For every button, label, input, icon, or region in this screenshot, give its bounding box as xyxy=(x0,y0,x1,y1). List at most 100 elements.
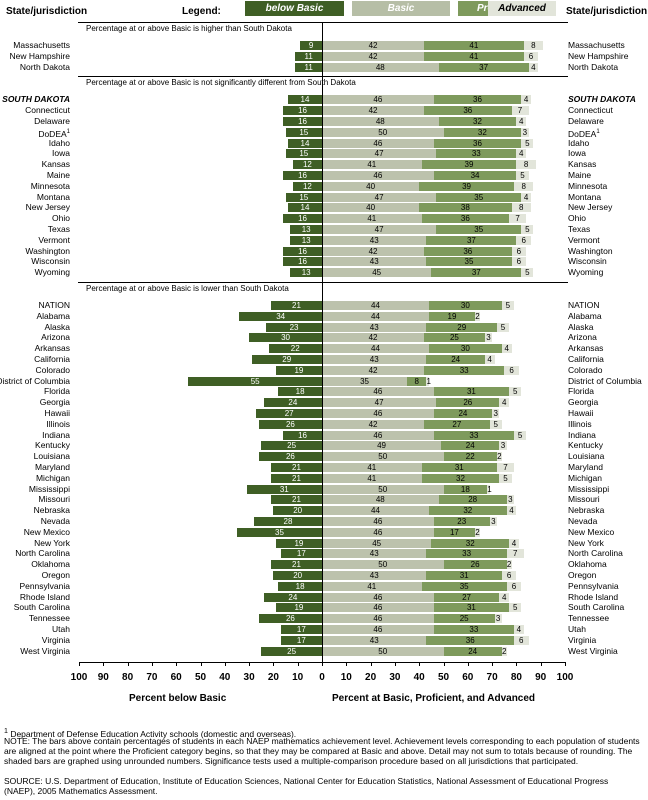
bar-basic: 42 xyxy=(322,365,425,375)
bar-proficient: 17 xyxy=(433,527,476,537)
bar-advanced: 5 xyxy=(496,322,510,332)
state-label-left: West Virginia xyxy=(20,645,70,656)
state-label-right: NATION xyxy=(568,300,600,310)
state-label-right: Iowa xyxy=(568,148,586,159)
bar-below-basic: 14 xyxy=(287,138,322,148)
bar-proficient: 8 xyxy=(407,376,427,386)
bar-advanced: 6 xyxy=(516,235,531,245)
state-label-left: Utah xyxy=(52,624,70,634)
state-label-right: Mississippi xyxy=(568,483,610,494)
bar-basic: 43 xyxy=(322,571,427,580)
bar-proficient: 36 xyxy=(433,95,522,105)
bar-basic: 46 xyxy=(322,527,434,537)
bar-below-basic: 23 xyxy=(266,322,322,332)
legend-advanced-box: Advanced xyxy=(488,1,556,16)
bar-proficient: 31 xyxy=(421,463,497,472)
bar-basic: 43 xyxy=(322,322,427,332)
state-label-left: North Dakota xyxy=(19,61,70,72)
bar-proficient: 33 xyxy=(426,549,507,559)
bar-basic: 42 xyxy=(322,333,425,343)
state-label-right: Washington xyxy=(568,245,613,256)
bar-advanced: 3 xyxy=(484,333,493,343)
bar-advanced: 7 xyxy=(509,214,527,224)
state-label-left: New Jersey xyxy=(25,202,70,213)
bar-below-basic: 26 xyxy=(258,452,322,462)
state-label-right: Ohio xyxy=(568,213,586,224)
state-label-left: Hawaii xyxy=(44,408,70,418)
bar-below-basic: 16 xyxy=(283,257,322,267)
bar-proficient: 19 xyxy=(428,311,476,321)
bar-basic: 42 xyxy=(322,41,425,50)
x-tick-mark xyxy=(419,662,421,666)
state-label-left: New Mexico xyxy=(23,526,70,537)
state-label-right: Nebraska xyxy=(568,505,605,516)
bar-proficient: 24 xyxy=(441,441,500,451)
state-label-right: Idaho xyxy=(568,137,590,148)
state-label-right: Delaware xyxy=(568,116,604,126)
bar-advanced: 8 xyxy=(513,181,534,191)
bar-advanced: 2 xyxy=(475,311,480,321)
x-tick-mark xyxy=(127,662,129,666)
state-label-left: SOUTH DAKOTA xyxy=(2,94,70,105)
bar-below-basic: 13 xyxy=(290,268,322,278)
x-tick-mark xyxy=(540,662,542,666)
state-label-right: Louisiana xyxy=(568,451,605,462)
state-label-left: Michigan xyxy=(35,472,70,483)
bar-proficient: 36 xyxy=(424,106,512,116)
state-label-right: California xyxy=(568,354,604,364)
bar-proficient: 32 xyxy=(431,538,510,548)
bar-proficient: 36 xyxy=(424,246,512,256)
state-label-left: Louisiana xyxy=(33,451,70,462)
bar-proficient: 33 xyxy=(436,149,517,159)
bar-basic: 43 xyxy=(322,549,427,559)
bar-below-basic: 55 xyxy=(188,376,322,386)
state-label-right: Oklahoma xyxy=(568,559,607,570)
state-label-right: Rhode Island xyxy=(568,591,619,602)
x-tick-label: 70 xyxy=(146,672,158,683)
bar-advanced: 4 xyxy=(509,538,519,548)
bar-basic: 43 xyxy=(322,355,427,364)
bar-below-basic: 21 xyxy=(270,473,322,483)
left-column-header: State/jurisdiction xyxy=(6,6,88,17)
bar-proficient: 39 xyxy=(419,181,514,191)
bar-advanced: 5 xyxy=(501,301,514,310)
bar-proficient: 29 xyxy=(426,322,497,332)
state-label-left: DoDEA1 xyxy=(38,128,70,139)
bar-proficient: 36 xyxy=(433,138,522,148)
state-label-left: Washington xyxy=(25,245,70,256)
x-tick-label: 100 xyxy=(70,672,88,683)
bar-below-basic: 20 xyxy=(273,506,322,516)
bar-below-basic: 28 xyxy=(253,517,322,526)
bar-basic: 49 xyxy=(322,441,442,451)
state-label-left: Idaho xyxy=(48,137,70,148)
bar-proficient: 18 xyxy=(443,484,488,494)
bar-below-basic: 16 xyxy=(283,117,322,126)
bar-below-basic: 12 xyxy=(292,160,322,170)
bar-advanced: 7 xyxy=(511,106,529,116)
bar-basic: 41 xyxy=(322,160,422,170)
bar-proficient: 35 xyxy=(421,581,507,591)
bar-below-basic: 26 xyxy=(258,614,322,624)
bar-below-basic: 16 xyxy=(283,106,322,116)
bar-basic: 44 xyxy=(322,506,429,516)
x-axis-right-label: Percent at Basic, Proficient, and Advanc… xyxy=(332,693,536,704)
x-tick-mark xyxy=(249,662,251,666)
state-label-right: Hawaii xyxy=(568,408,594,418)
bar-proficient: 30 xyxy=(428,301,502,310)
bar-basic: 50 xyxy=(322,646,444,656)
bar-below-basic: 25 xyxy=(261,646,322,656)
bar-basic: 46 xyxy=(322,409,434,418)
state-label-right: Maryland xyxy=(568,462,603,472)
bar-proficient: 33 xyxy=(424,365,505,375)
footnote-text: Department of Defense Education Activity… xyxy=(10,728,297,739)
group-label: Percentage at or above Basic is higher t… xyxy=(86,24,292,33)
bar-basic: 50 xyxy=(322,127,444,137)
state-label-left: Texas xyxy=(47,224,70,234)
bar-advanced: 4 xyxy=(499,592,510,602)
bar-basic: 40 xyxy=(322,203,420,213)
bar-advanced: 5 xyxy=(509,387,522,397)
group-divider xyxy=(78,76,568,78)
state-label-left: Arkansas xyxy=(34,343,70,354)
state-label-left: Rhode Island xyxy=(19,591,70,602)
x-tick-label: 50 xyxy=(194,672,207,683)
